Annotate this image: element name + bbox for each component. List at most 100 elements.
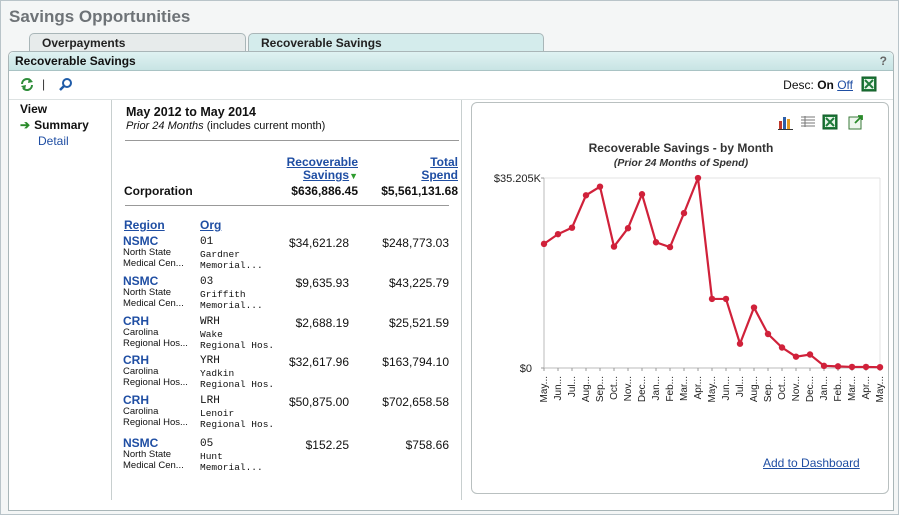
data-point [876, 363, 884, 371]
org-code: LRH [200, 395, 220, 407]
data-point [624, 225, 632, 232]
x-tick-label: Feb... [833, 376, 844, 402]
page-title: Savings Opportunities [9, 7, 191, 26]
header-line: Recoverable [286, 155, 358, 169]
recoverable-value: $32,617.96 [288, 355, 349, 369]
region-link[interactable]: NSMC [123, 436, 159, 450]
org-column-header[interactable]: Org [200, 218, 222, 232]
tab-recoverable-savings[interactable]: Recoverable Savings [248, 33, 544, 51]
x-tick-label: Jul... [735, 376, 746, 397]
x-tick-label: Oct... [609, 376, 620, 400]
summary-table: May 2012 to May 2014 Prior 24 Months (in… [113, 100, 461, 500]
data-point [638, 191, 646, 198]
total-value: $25,521.59 [388, 316, 449, 330]
region-name: North State Medical Cen... [123, 449, 184, 471]
x-tick-label: Aug... [749, 376, 760, 402]
recoverable-value: $34,621.28 [288, 236, 349, 250]
total-spend-column-header[interactable]: Total Spend [369, 156, 458, 182]
total-value: $702,658.58 [382, 395, 449, 409]
data-point [680, 209, 688, 217]
data-point [862, 363, 870, 371]
region-name: North State Medical Cen... [123, 287, 184, 309]
x-tick-label: Sep... [763, 376, 774, 402]
table-row: CRH Carolina Regional Hos... WRH Wake Regi… [113, 314, 461, 354]
recoverable-savings-column-header[interactable]: Recoverable Savings▼ [233, 156, 358, 183]
region-name: Carolina Regional Hos... [123, 327, 188, 349]
region-link[interactable]: NSMC [123, 234, 159, 248]
data-point [792, 353, 800, 360]
data-point [820, 362, 828, 370]
x-tick-label: Mar... [847, 376, 858, 401]
x-tick-label: Feb... [665, 376, 676, 402]
total-value: $758.66 [405, 438, 449, 452]
corporation-recoverable: $636,886.45 [291, 184, 358, 198]
data-point [554, 230, 562, 238]
panel-title: Recoverable Savings [15, 54, 136, 68]
total-value: $163,794.10 [382, 355, 449, 369]
bar-chart-icon[interactable] [778, 114, 794, 135]
help-icon[interactable]: ? [879, 54, 887, 68]
prior-label: Prior 24 Months [126, 120, 204, 132]
x-tick-label: May... [875, 376, 886, 402]
x-tick-label: Dec... [805, 376, 816, 402]
data-point [834, 363, 842, 370]
popout-icon[interactable] [848, 114, 864, 135]
refresh-icon[interactable] [19, 77, 35, 96]
corporation-total: $5,561,131.68 [381, 184, 458, 198]
region-name: North State Medical Cen... [123, 247, 184, 269]
desc-off-link[interactable]: Off [837, 78, 853, 92]
data-point [610, 243, 618, 250]
excel-icon[interactable] [822, 114, 838, 135]
region-link[interactable]: NSMC [123, 274, 159, 288]
data-point [764, 330, 772, 338]
x-tick-label: Mar... [679, 376, 690, 401]
chart-subtitle: (Prior 24 Months of Spend) [613, 157, 749, 169]
desc-label: Desc: [783, 78, 814, 92]
data-point [596, 183, 604, 190]
view-detail-link[interactable]: Detail [38, 134, 69, 148]
tab-overpayments[interactable]: Overpayments [29, 33, 246, 51]
data-point [652, 239, 660, 246]
view-summary-label: Summary [34, 118, 89, 132]
excel-export-icon[interactable] [861, 76, 877, 97]
view-sidebar: View ➔ Summary Detail [9, 100, 112, 500]
x-tick-label: Nov... [791, 376, 802, 401]
org-code: YRH [200, 355, 220, 367]
header-line: Spend [421, 168, 458, 182]
search-icon[interactable] [59, 77, 73, 96]
divider [125, 140, 459, 141]
date-range: May 2012 to May 2014 [126, 105, 256, 119]
x-tick-label: May... [539, 376, 550, 402]
region-name: Carolina Regional Hos... [123, 366, 188, 388]
x-tick-label: Jan... [651, 376, 662, 400]
org-name: Hunt Memorial... [200, 451, 263, 473]
org-code: 01 [200, 236, 214, 248]
toolbar-separator: | [42, 77, 46, 91]
region-link[interactable]: CRH [123, 314, 149, 328]
region-link[interactable]: CRH [123, 353, 149, 367]
x-tick-label: Apr... [861, 376, 872, 399]
add-to-dashboard-link[interactable]: Add to Dashboard [763, 456, 860, 470]
region-column-header[interactable]: Region [124, 218, 165, 232]
data-point [708, 295, 716, 303]
data-point [778, 344, 786, 351]
corporation-label: Corporation [124, 184, 193, 198]
region-link[interactable]: CRH [123, 393, 149, 407]
y-tick-label: $0 [520, 363, 532, 375]
table-row: NSMC North State Medical Cen... 01 Gardne… [113, 234, 461, 274]
view-title: View [20, 102, 48, 116]
arrow-right-icon: ➔ [20, 118, 31, 132]
recoverable-value: $2,688.19 [295, 316, 349, 330]
org-code: 03 [200, 276, 214, 288]
view-summary-item[interactable]: ➔ Summary [20, 118, 89, 132]
data-point [568, 224, 576, 231]
desc-toggle: Desc: On Off [783, 78, 853, 92]
x-tick-label: Jun... [553, 376, 564, 400]
data-point [750, 304, 758, 311]
recoverable-value: $50,875.00 [288, 395, 349, 409]
grid-icon[interactable] [800, 114, 816, 135]
data-point [806, 351, 814, 358]
toolbar: | Desc: On Off [9, 72, 893, 100]
